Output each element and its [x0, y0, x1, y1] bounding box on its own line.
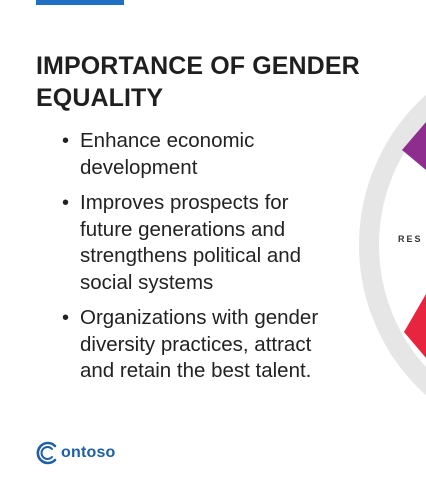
graphic-label: RES	[398, 234, 423, 244]
ring-arc	[359, 94, 426, 396]
logo-wordmark: ontoso	[61, 444, 116, 461]
accent-bar	[36, 0, 124, 5]
bullet-list: • Enhance economic development • Improve…	[62, 128, 324, 394]
purple-segment	[402, 122, 426, 170]
red-segment	[404, 294, 426, 358]
cycle-graphic	[356, 90, 426, 400]
bullet-item: • Improves prospects for future generati…	[62, 190, 324, 296]
bullet-text: Enhance economic development	[80, 129, 255, 179]
bullet-text: Improves prospects for future generation…	[80, 191, 302, 294]
bullet-symbol: •	[62, 192, 70, 214]
cycle-ring-graphic	[359, 94, 426, 396]
bullet-symbol: •	[62, 307, 70, 329]
bullet-item: • Organizations with gender diversity pr…	[62, 305, 324, 385]
bullet-item: • Enhance economic development	[62, 128, 324, 181]
bullet-symbol: •	[62, 130, 70, 152]
contoso-logo-icon	[36, 440, 60, 466]
slide-title: IMPORTANCE OF GENDER EQUALITY	[36, 52, 360, 112]
bullet-text: Organizations with gender diversity prac…	[80, 306, 319, 382]
contoso-logo: ontoso	[36, 438, 116, 468]
